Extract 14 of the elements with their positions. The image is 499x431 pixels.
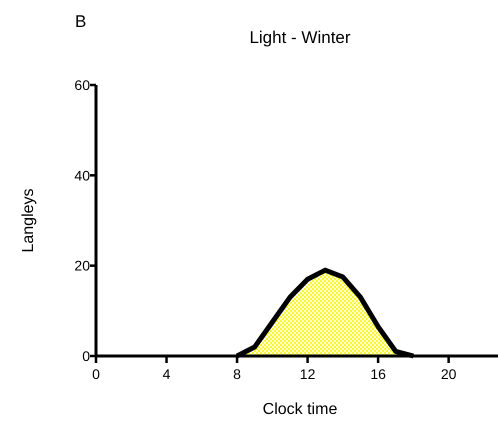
y-axis-title: Langleys (20, 188, 37, 253)
y-tick-label: 60 (74, 77, 90, 93)
x-tick-label: 0 (92, 366, 100, 382)
x-tick-label: 12 (300, 366, 316, 382)
text: B (75, 12, 86, 31)
y-tick-label: 40 (74, 167, 90, 184)
y-tick-label: 0 (82, 348, 90, 364)
x-tick-label: 8 (233, 366, 242, 382)
x-tick-label: 20 (440, 366, 457, 382)
y-tick-label: 20 (74, 258, 90, 274)
chart-title: Light - Winter (249, 28, 351, 47)
x-tick-label: 4 (162, 366, 171, 382)
x-tick-label: 16 (370, 366, 386, 382)
x-axis-title: Clock time (262, 401, 338, 418)
